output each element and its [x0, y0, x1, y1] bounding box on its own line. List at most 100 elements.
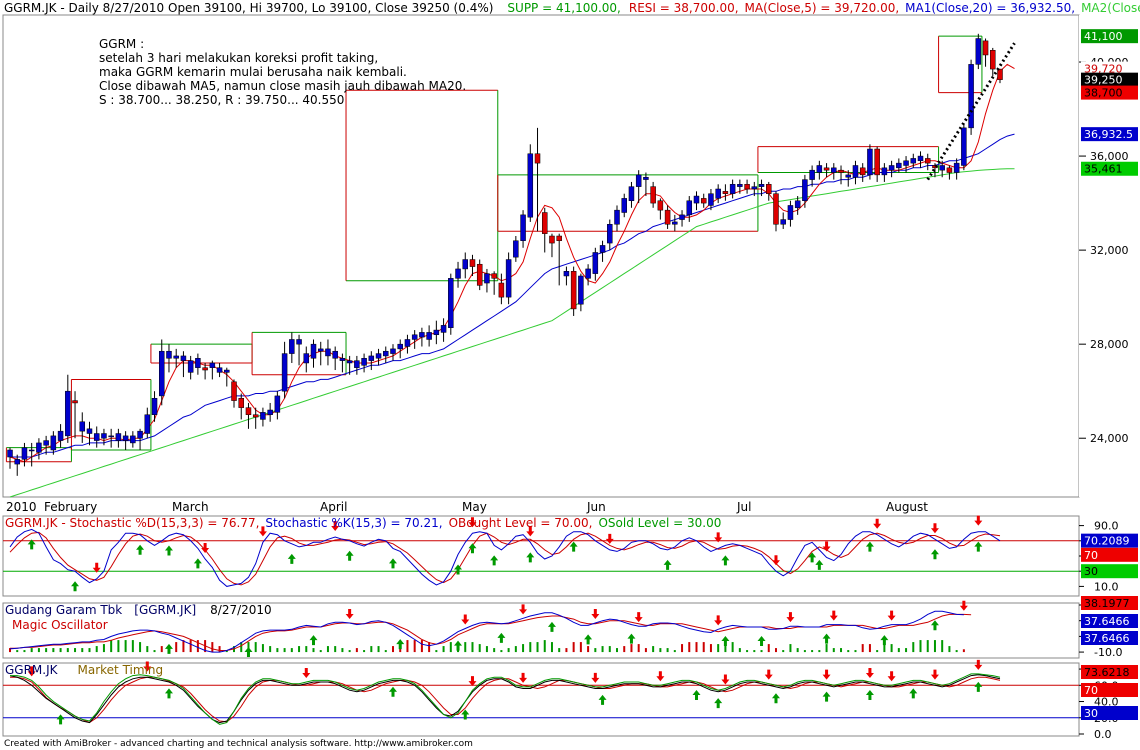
candle-body [946, 167, 953, 173]
sell-arrow-icon [887, 610, 896, 621]
sell-arrow-icon [887, 671, 896, 682]
candle-body [534, 153, 541, 164]
month-label: February [44, 500, 97, 514]
price-tick-label: 32,000 [1090, 244, 1129, 257]
candle-body [505, 259, 512, 298]
candle-body [635, 174, 642, 187]
buy-arrow-icon [909, 688, 918, 699]
price-tag-label: 36,932.5 [1084, 128, 1133, 141]
buy-arrow-icon [822, 633, 831, 644]
candle-body [252, 414, 259, 418]
buy-arrow-icon [461, 709, 470, 720]
candle-body [729, 184, 736, 194]
sell-arrow-icon [468, 676, 477, 687]
candle-body [419, 332, 425, 338]
month-label: March [172, 500, 209, 514]
magic-label: Magic Oscillator [12, 618, 108, 632]
candle-body [187, 360, 194, 373]
analysis-note: GGRM : setelah 3 hari melakukan koreksi … [99, 37, 466, 107]
candle-body [585, 268, 591, 279]
candle-body [325, 348, 331, 357]
candle-body [541, 212, 548, 234]
candle-body [317, 348, 324, 352]
stoch-ob-tag [1081, 547, 1138, 562]
candle-body [614, 209, 620, 225]
buy-arrow-icon [692, 690, 701, 701]
candle-body [202, 367, 208, 371]
candle-body [881, 167, 888, 176]
buy-arrow-icon [490, 555, 499, 566]
sell-arrow-icon [591, 672, 600, 683]
price-tag-close [1081, 72, 1138, 87]
buy-arrow-icon [454, 640, 463, 651]
sell-arrow-icon [143, 661, 152, 672]
buy-arrow-icon [771, 693, 780, 704]
moving-averages [9, 63, 1015, 498]
market-timing-panel [2, 662, 1080, 737]
sell-arrow-icon [27, 666, 36, 677]
candle-body [650, 186, 656, 204]
sell-arrow-icon [345, 609, 354, 620]
candle-body [578, 275, 584, 305]
candle-body [643, 176, 649, 180]
candle-body [101, 433, 107, 439]
sell-arrow-icon [92, 562, 101, 573]
note-line-1: GGRM : [99, 37, 144, 51]
candle-body [224, 369, 230, 373]
buy-arrow-icon [880, 635, 889, 646]
candle-body [28, 449, 35, 452]
price-tick-label: 36,000 [1090, 150, 1129, 163]
magic-oscillator-plot [9, 600, 972, 657]
candle-body [990, 50, 996, 70]
candle-body [93, 433, 100, 441]
timing-ob-tag-label: 70 [1084, 684, 1098, 697]
buy-arrow-icon [974, 681, 983, 692]
buy-arrow-icon [663, 559, 672, 570]
indicator-axes: 90.070.050.030.010.050.030.010.0-10.080.… [1079, 520, 1138, 741]
candle-body [549, 235, 555, 244]
ma50-line [9, 168, 1015, 498]
candle-body [274, 395, 281, 413]
candle-body [657, 200, 664, 211]
candle-body [469, 259, 476, 267]
stoch-tick-label: 90.0 [1094, 520, 1119, 533]
candle-body [751, 186, 758, 190]
buy-arrow-icon [547, 621, 556, 632]
candle-body [823, 167, 830, 171]
month-label: April [320, 500, 347, 514]
stoch-os-tag [1081, 564, 1138, 579]
footer-credit: Created with AmiBroker - advanced charti… [4, 739, 473, 749]
candle-body [513, 240, 519, 258]
candle-body [838, 169, 844, 173]
buy-arrow-icon [396, 639, 405, 650]
price-tag-ma5 [1081, 61, 1138, 76]
magic-tag-b [1081, 614, 1138, 628]
candle-body [122, 435, 129, 441]
candle-body [289, 339, 295, 354]
candle-body [281, 353, 288, 392]
buy-arrow-icon [598, 694, 607, 705]
candle-body [339, 358, 346, 361]
candle-body [780, 219, 786, 225]
candle-body [686, 200, 693, 216]
sell-arrow-icon [822, 541, 831, 552]
buy-arrow-icon [27, 539, 36, 550]
buy-arrow-icon [865, 690, 874, 701]
sell-arrow-icon [930, 523, 939, 534]
sell-arrow-icon [526, 526, 535, 537]
month-label: August [886, 500, 928, 514]
price-tag-ma20 [1081, 127, 1138, 142]
price-panel [2, 14, 1080, 498]
sell-arrow-icon [771, 555, 780, 566]
candle-body [621, 198, 627, 213]
buy-arrow-icon [721, 635, 730, 646]
magic-tick-label: -10.0 [1094, 646, 1122, 659]
candle-body [917, 155, 924, 162]
candle-body [397, 343, 403, 350]
magic-tag-c-label: 37.6466 [1084, 632, 1130, 645]
month-label: Jun [586, 500, 606, 514]
candle-body [260, 412, 266, 420]
price-tick-label: 28,000 [1090, 338, 1129, 351]
stoch-k-tag-label: 70.2089 [1084, 535, 1130, 548]
